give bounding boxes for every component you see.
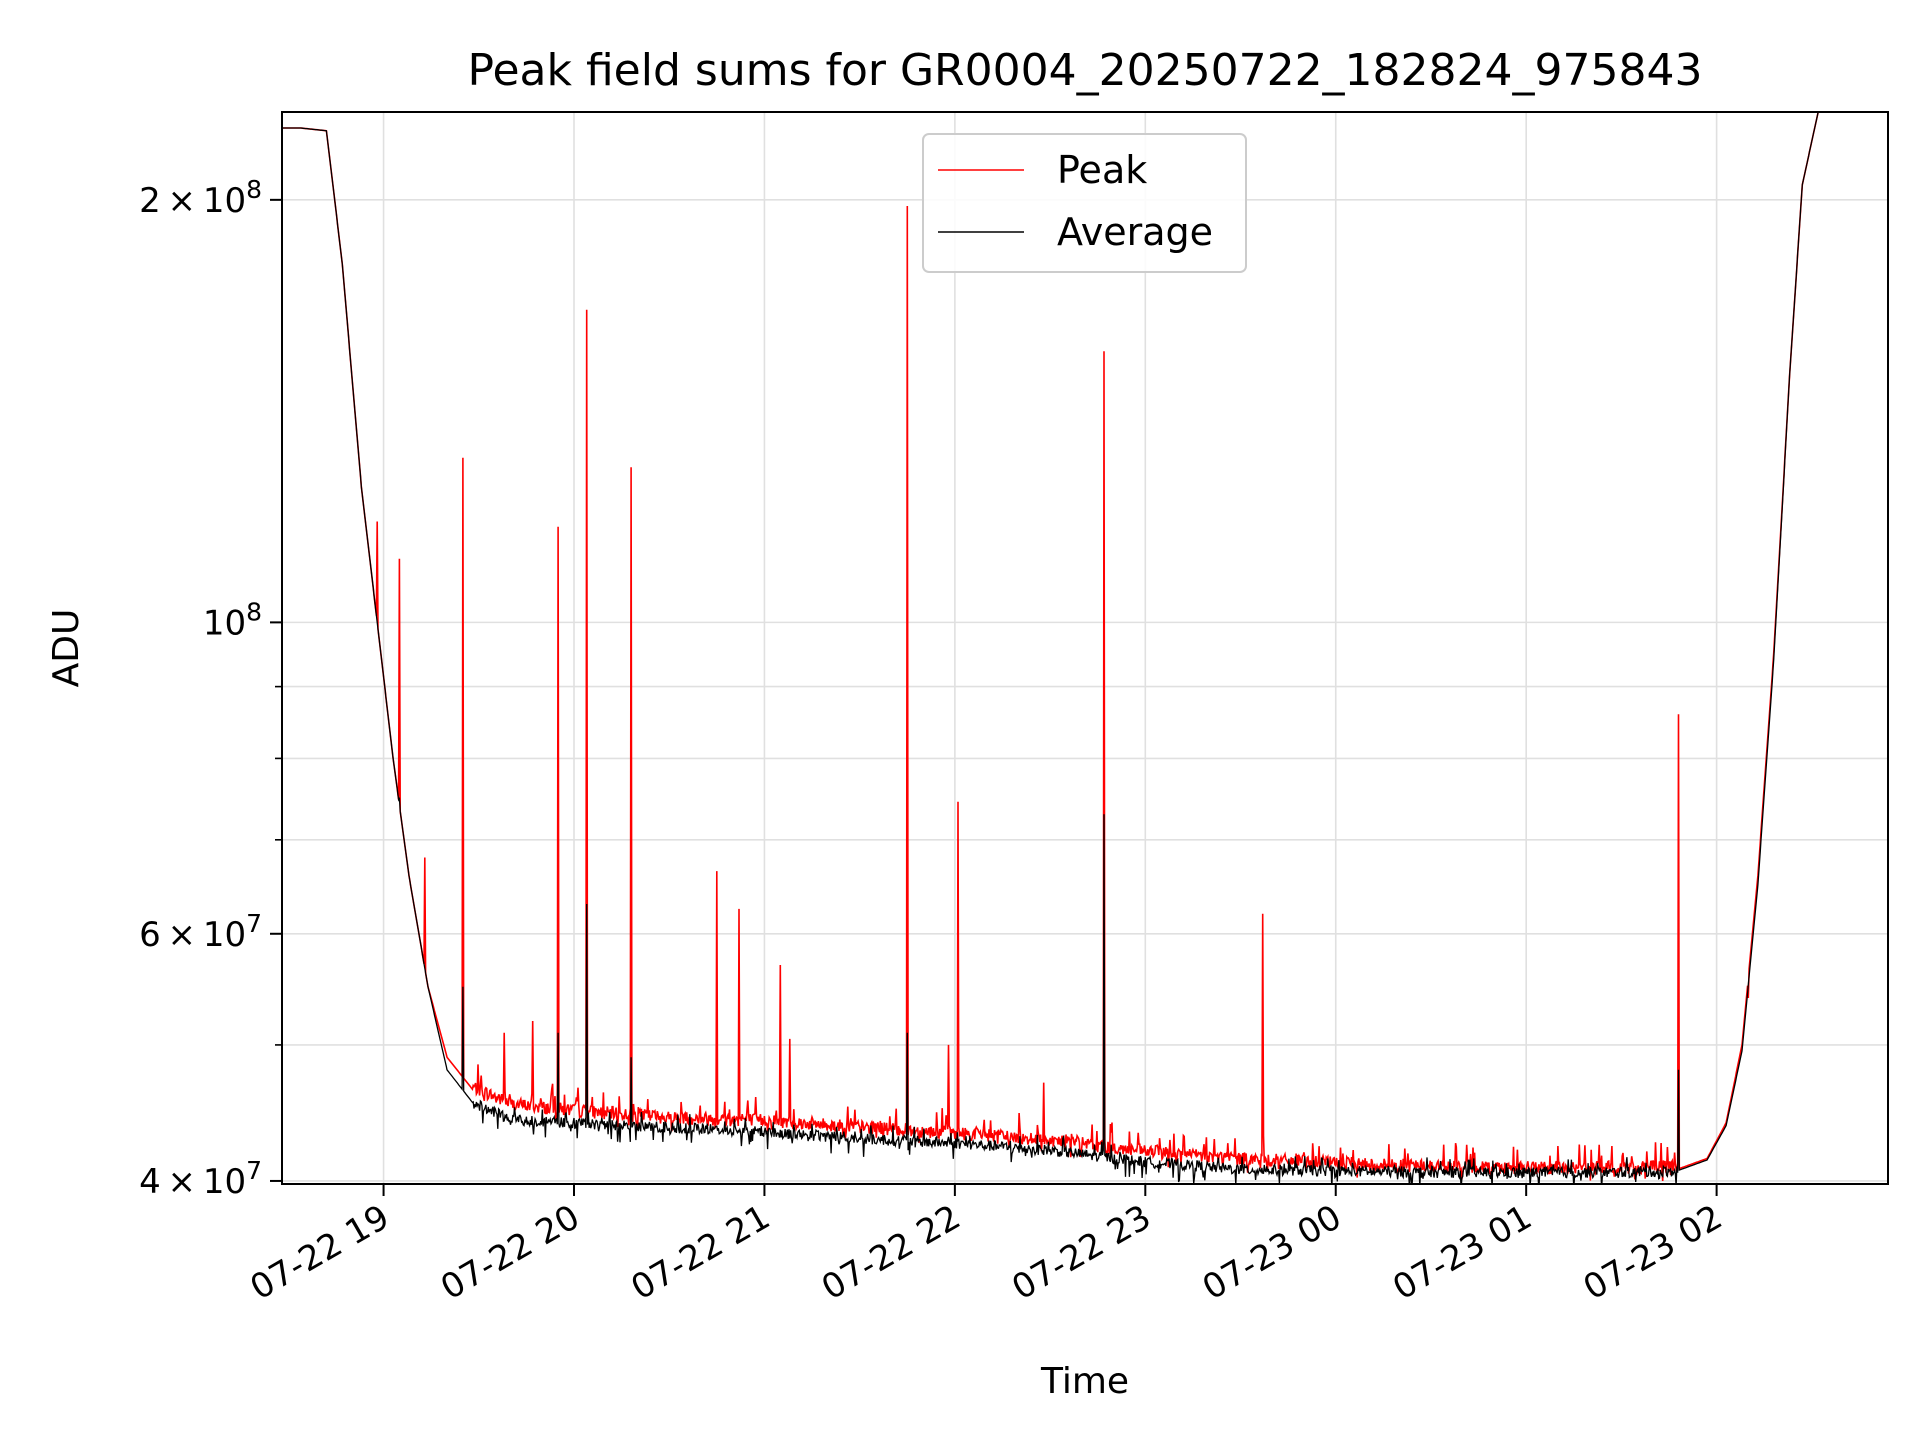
y-axis-label: ADU <box>46 609 87 688</box>
series-line-average <box>282 112 1819 1184</box>
y-tick-label: 6 × 107 <box>139 909 262 955</box>
chart-title: Peak field sums for GR0004_20250722_1828… <box>468 45 1703 96</box>
y-tick-label: 4 × 107 <box>139 1156 262 1202</box>
legend-box <box>922 133 1247 273</box>
legend: Peak Average <box>922 133 1247 273</box>
y-tick-label: 108 <box>203 597 262 643</box>
legend-label-peak: Peak <box>1057 148 1147 192</box>
grid-lines <box>282 112 1888 1184</box>
x-axis-label: Time <box>1040 1361 1129 1402</box>
y-tick-label: 2 × 108 <box>139 175 262 221</box>
plot-frame <box>281 111 1889 1185</box>
series-layer <box>282 112 1819 1184</box>
legend-label-average: Average <box>1057 210 1213 254</box>
